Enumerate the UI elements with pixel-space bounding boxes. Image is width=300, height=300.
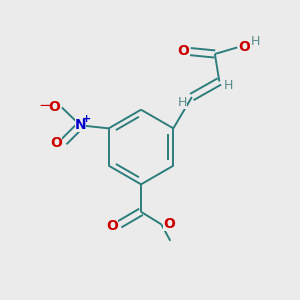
Text: O: O (177, 44, 189, 58)
Text: O: O (50, 136, 62, 150)
Text: −: − (38, 98, 51, 113)
Text: O: O (48, 100, 60, 114)
Text: O: O (163, 218, 175, 231)
Text: +: + (82, 114, 92, 124)
Text: O: O (106, 219, 118, 233)
Text: H: H (250, 35, 260, 48)
Text: N: N (74, 118, 86, 132)
Text: H: H (178, 97, 187, 110)
Text: O: O (238, 40, 250, 54)
Text: H: H (224, 80, 233, 92)
